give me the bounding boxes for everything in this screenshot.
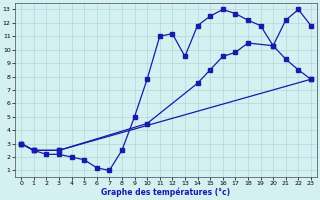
X-axis label: Graphe des températures (°c): Graphe des températures (°c) xyxy=(101,188,231,197)
